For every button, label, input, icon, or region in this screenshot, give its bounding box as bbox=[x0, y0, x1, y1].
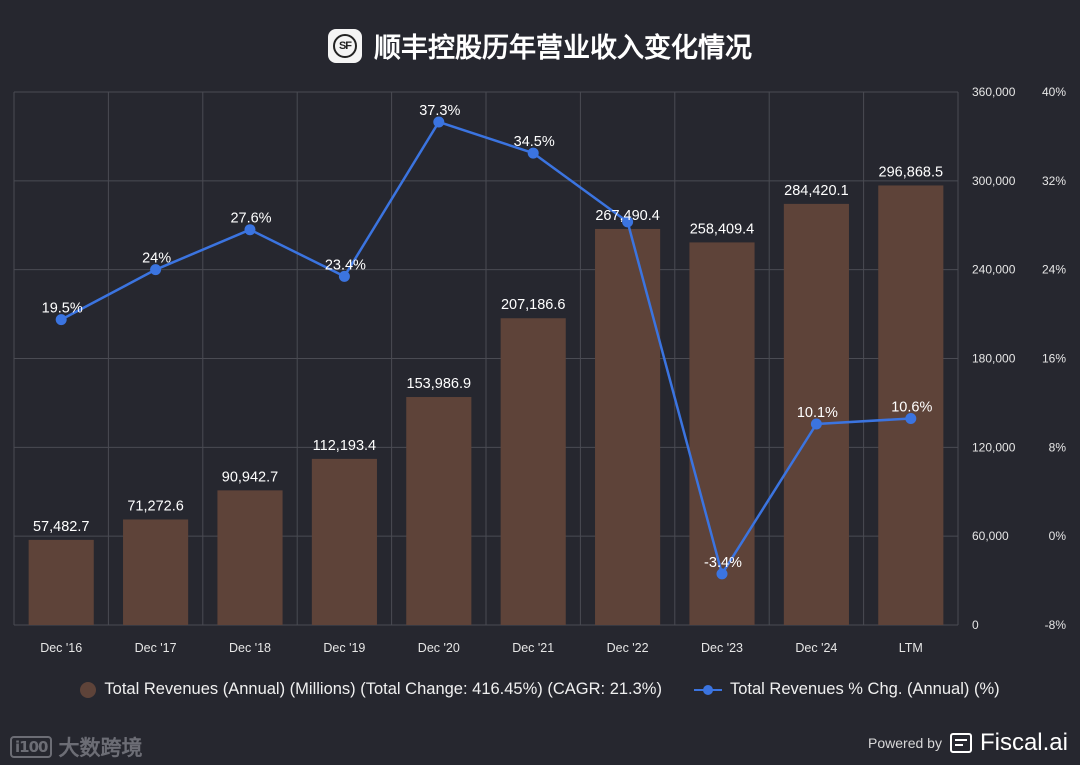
line-value-label: 10.1% bbox=[797, 405, 838, 421]
legend-label-revenue: Total Revenues (Annual) (Millions) (Tota… bbox=[104, 680, 662, 698]
y-left-tick-label: 0 bbox=[972, 618, 979, 632]
y-right-tick-label: 8% bbox=[1049, 440, 1067, 454]
watermark-text: 大数跨境 bbox=[58, 736, 143, 760]
pct-change-point bbox=[55, 314, 67, 326]
x-tick-label: Dec '19 bbox=[323, 641, 365, 655]
watermark-logo-icon: i100 bbox=[10, 736, 53, 758]
y-left-tick-label: 180,000 bbox=[972, 352, 1016, 366]
fiscal-brand-text: Fiscal.ai bbox=[979, 729, 1068, 756]
revenue-bar bbox=[311, 458, 377, 625]
y-right-tick-label: 16% bbox=[1042, 352, 1066, 366]
fiscal-logo-icon bbox=[949, 733, 972, 753]
revenue-bar bbox=[689, 242, 755, 625]
pct-change-point bbox=[622, 216, 634, 228]
y-right-tick-label: 0% bbox=[1049, 529, 1067, 543]
line-value-label: -3.4% bbox=[704, 555, 742, 571]
revenue-bar bbox=[28, 539, 94, 625]
bar-value-label: 267,490.4 bbox=[595, 208, 660, 224]
y-left-tick-label: 360,000 bbox=[972, 85, 1016, 99]
revenue-bar bbox=[406, 397, 472, 625]
revenue-bar bbox=[217, 490, 283, 625]
pct-change-line bbox=[60, 120, 911, 576]
x-tick-label: LTM bbox=[899, 641, 923, 655]
pct-change-point bbox=[150, 264, 162, 276]
x-tick-label: Dec '24 bbox=[795, 641, 837, 655]
pct-change-point bbox=[905, 412, 917, 424]
y-left-tick-label: 240,000 bbox=[972, 263, 1016, 277]
x-tick-label: Dec '17 bbox=[135, 641, 177, 655]
line-value-label: 27.6% bbox=[230, 211, 271, 227]
data-labels: 57,482.7 71,272.6 90,942.7 112,193.4 153,986… bbox=[33, 103, 943, 571]
y-right-tick-label: -8% bbox=[1045, 618, 1067, 632]
revenue-bar bbox=[500, 318, 566, 625]
line-value-label: 37.3% bbox=[419, 103, 460, 119]
y-left-tick-label: 120,000 bbox=[972, 440, 1016, 454]
chart-title: 顺丰控股历年营业收入变化情况 bbox=[374, 33, 752, 64]
line-value-label: 24% bbox=[142, 251, 171, 267]
y-right-tick-label: 24% bbox=[1042, 263, 1066, 277]
bar-value-label: 258,409.4 bbox=[690, 221, 755, 237]
powered-by-text: Powered by bbox=[868, 735, 942, 751]
line-value-label: 34.5% bbox=[514, 134, 555, 150]
bar-value-label: 153,986.9 bbox=[407, 376, 472, 392]
y-left-tick-label: 300,000 bbox=[972, 174, 1016, 188]
y-right-tick-label: 32% bbox=[1042, 174, 1066, 188]
x-tick-label: Dec '18 bbox=[229, 641, 271, 655]
bar-value-label: 90,942.7 bbox=[222, 469, 278, 485]
bar-value-label: 112,193.4 bbox=[313, 438, 376, 454]
line-value-label: 10.6% bbox=[891, 399, 932, 415]
x-tick-label: Dec '23 bbox=[701, 641, 743, 655]
legend-label-pct-change: Total Revenues % Chg. (Annual) (%) bbox=[729, 680, 1000, 698]
y-left-tick-label: 60,000 bbox=[972, 529, 1009, 543]
footer-branding[interactable]: Powered by Fiscal.ai bbox=[868, 729, 1068, 757]
bar-series bbox=[28, 185, 944, 625]
bar-value-label: 207,186.6 bbox=[501, 297, 566, 313]
pct-change-point bbox=[244, 224, 256, 236]
x-tick-label: Dec '21 bbox=[512, 641, 554, 655]
bar-value-label: 296,868.5 bbox=[879, 164, 944, 180]
x-tick-label: Dec '20 bbox=[418, 641, 460, 655]
grid-lines bbox=[13, 91, 959, 626]
revenue-bar bbox=[878, 185, 944, 625]
line-value-label: 23.4% bbox=[325, 257, 366, 273]
legend: Total Revenues (Annual) (Millions) (Tota… bbox=[0, 680, 1080, 699]
pct-change-point bbox=[433, 116, 445, 128]
revenue-bar bbox=[123, 519, 189, 625]
bar-value-label: 71,272.6 bbox=[127, 498, 183, 514]
sf-logo-mark: SF bbox=[333, 33, 357, 58]
pct-change-point bbox=[810, 418, 822, 430]
axes: 0 -8% 60,000 0% 120,000 8% 180,000 16% 240,000 24… bbox=[40, 85, 1066, 655]
bar-swatch-icon bbox=[80, 681, 97, 698]
watermark: i100 大数跨境 bbox=[10, 732, 142, 762]
revenue-bar bbox=[595, 228, 661, 625]
legend-item-revenue[interactable]: Total Revenues (Annual) (Millions) (Tota… bbox=[80, 680, 662, 699]
x-tick-label: Dec '16 bbox=[40, 641, 82, 655]
bar-value-label: 284,420.1 bbox=[784, 183, 849, 199]
pct-change-point bbox=[716, 568, 728, 580]
pct-change-point bbox=[338, 270, 350, 282]
legend-item-pct-change[interactable]: Total Revenues % Chg. (Annual) (%) bbox=[693, 680, 1000, 699]
x-tick-label: Dec '22 bbox=[607, 641, 649, 655]
pct-change-point bbox=[527, 147, 539, 159]
sf-logo-icon: SF bbox=[328, 28, 362, 63]
revenue-bar bbox=[783, 203, 849, 625]
line-value-label: 19.5% bbox=[42, 301, 83, 317]
title-bar: SF 顺丰控股历年营业收入变化情况 bbox=[0, 26, 1080, 65]
y-right-tick-label: 40% bbox=[1042, 85, 1066, 99]
bar-value-label: 57,482.7 bbox=[33, 519, 89, 535]
line-swatch-icon bbox=[693, 682, 722, 698]
line-series bbox=[55, 116, 917, 580]
